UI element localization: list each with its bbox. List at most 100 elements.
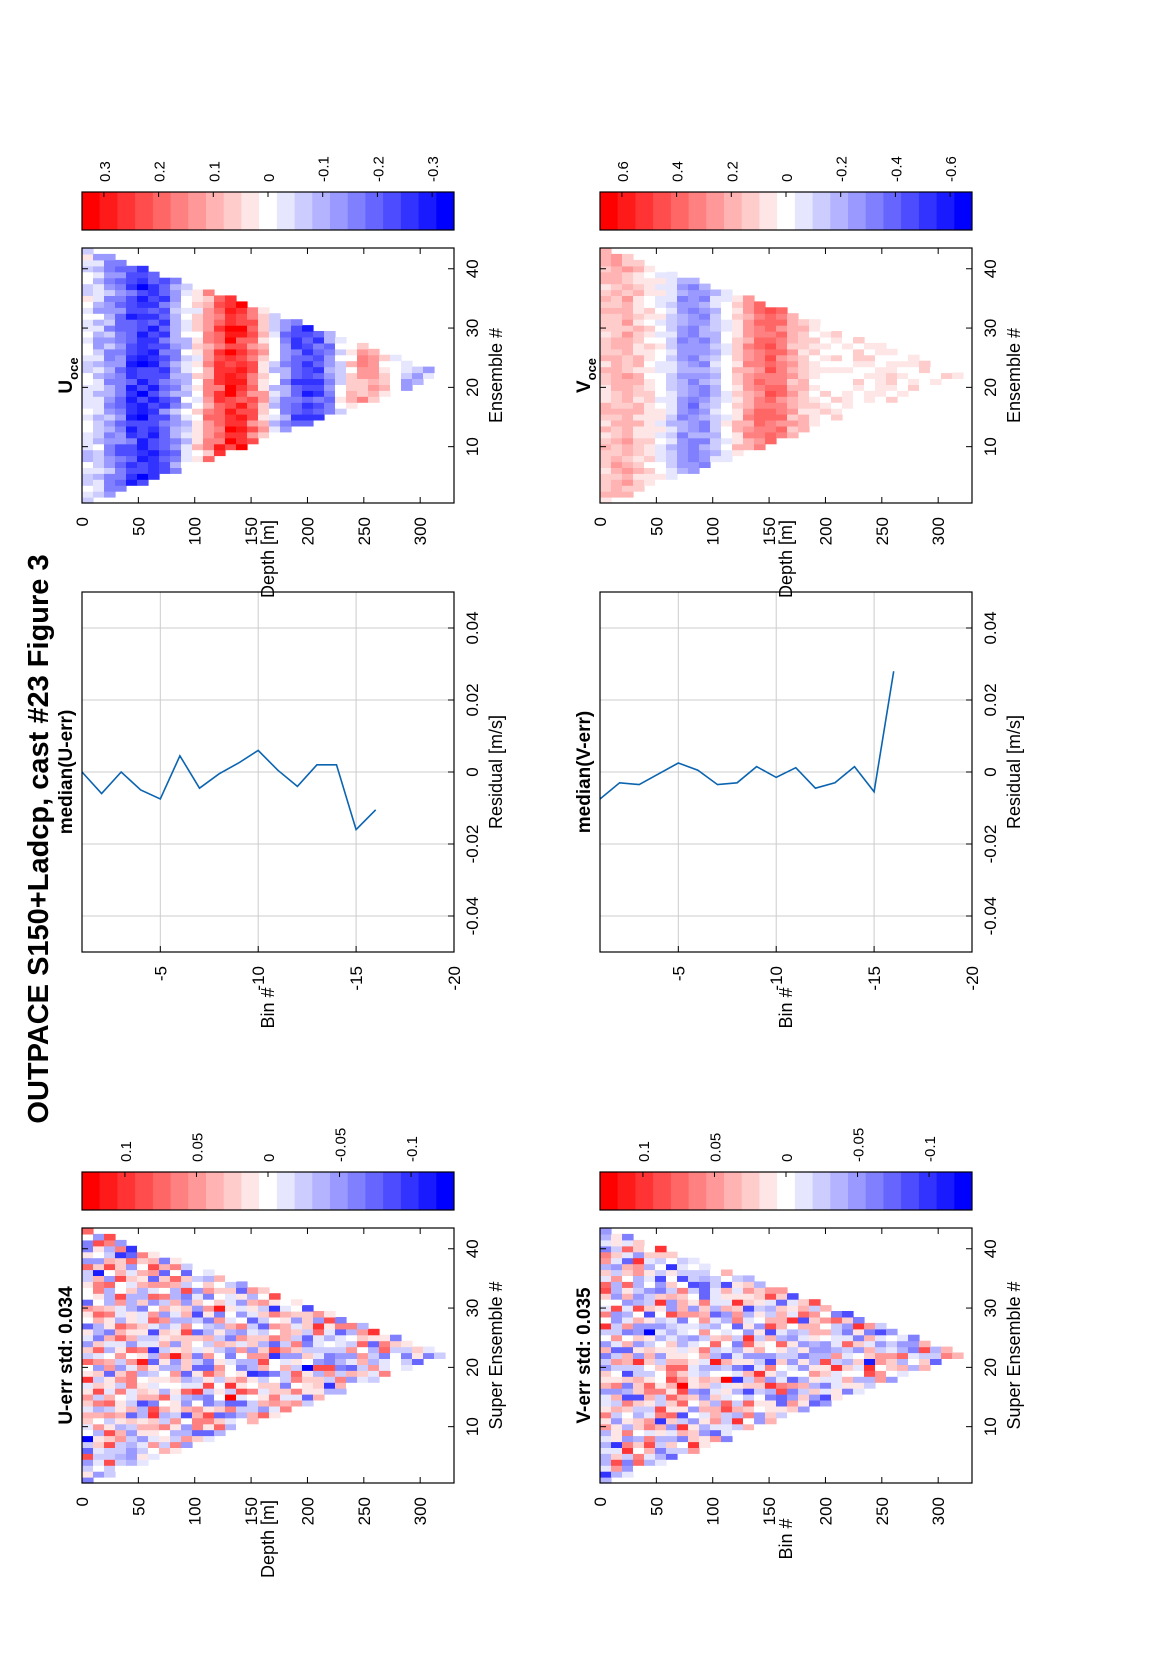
heatmap-cell xyxy=(346,396,358,403)
heatmap-cell xyxy=(743,1394,755,1401)
heatmap-cell xyxy=(291,354,303,362)
heatmap-cell xyxy=(754,348,766,356)
colorbar: 0.1 0.05 0 -0.05 -0.1 xyxy=(599,1128,973,1211)
heatmap-cell xyxy=(743,295,755,302)
heatmap-cell xyxy=(126,455,138,463)
heatmap-cell xyxy=(941,366,953,374)
heatmap-cell xyxy=(655,1245,667,1253)
heatmap-cell xyxy=(93,1239,105,1247)
heatmap-cell xyxy=(820,1400,832,1407)
heatmap-cell xyxy=(655,449,667,457)
heatmap-cell xyxy=(324,1322,336,1330)
heatmap-cell xyxy=(721,1293,733,1300)
heatmap-cell xyxy=(644,313,656,320)
heatmap-cell xyxy=(82,1352,94,1359)
heatmap-cell xyxy=(622,1453,634,1460)
heatmap-cell xyxy=(280,1364,292,1371)
heatmap-cell xyxy=(699,1388,711,1395)
heatmap-cell xyxy=(732,1311,744,1318)
heatmap-cell xyxy=(137,1305,149,1312)
heatmap-cell xyxy=(170,1417,182,1425)
heatmap-cell xyxy=(280,1334,292,1342)
heatmap-cell xyxy=(269,1370,281,1377)
heatmap-cell xyxy=(611,461,623,468)
heatmap-cell xyxy=(809,1299,821,1306)
heatmap-cell xyxy=(115,390,127,397)
heatmap-cell xyxy=(666,437,678,445)
heatmap-cell xyxy=(677,1411,689,1419)
heatmap-cell xyxy=(655,1453,667,1460)
y-axis-label: Depth [m] xyxy=(258,520,278,598)
heatmap-cell xyxy=(655,1459,667,1466)
heatmap-cell xyxy=(236,390,248,397)
heatmap-cell xyxy=(181,1322,193,1330)
heatmap-cell xyxy=(666,1435,678,1443)
heatmap-cell xyxy=(225,295,237,302)
y-tick-label: 250 xyxy=(873,517,892,545)
heatmap-cell xyxy=(633,1251,645,1259)
series-line xyxy=(81,749,377,832)
heatmap-cell xyxy=(655,1382,667,1389)
heatmap-cell xyxy=(721,1429,733,1437)
heatmap-cell xyxy=(688,301,700,308)
heatmap-cell xyxy=(225,360,237,368)
heatmap-cell xyxy=(137,1299,149,1306)
heatmap-cell xyxy=(666,277,678,285)
heatmap-cell xyxy=(203,1423,215,1431)
heatmap-cell xyxy=(126,1245,138,1253)
heatmap-cell xyxy=(677,360,689,368)
heatmap-cell xyxy=(765,1388,777,1395)
x-tick-label: 0.04 xyxy=(981,611,1000,644)
heatmap-cell xyxy=(203,1382,215,1389)
heatmap-cell xyxy=(357,366,369,374)
heatmap-cell xyxy=(831,1376,843,1383)
heatmap-cell xyxy=(115,378,127,385)
heatmap-cell xyxy=(622,1447,634,1454)
heatmap-cell xyxy=(699,437,711,445)
heatmap-cell xyxy=(159,348,171,356)
heatmap-cell xyxy=(247,396,259,403)
heatmap-cell xyxy=(126,301,138,308)
heatmap-cell xyxy=(258,1328,270,1336)
y-tick-label: 50 xyxy=(647,1497,666,1516)
heatmap-cell xyxy=(346,1328,358,1336)
heatmap-cell xyxy=(699,1275,711,1282)
heatmap-cell xyxy=(710,1417,722,1425)
heatmap-cell xyxy=(93,1370,105,1377)
heatmap-cell xyxy=(809,337,821,344)
heatmap-cell xyxy=(622,1317,634,1324)
heatmap-cell xyxy=(787,414,799,421)
heatmap-cell xyxy=(842,1352,854,1359)
heatmap-cell xyxy=(181,1281,193,1288)
heatmap-cell xyxy=(666,1358,678,1365)
heatmap-cell xyxy=(798,402,810,409)
heatmap-cell xyxy=(148,461,160,468)
heatmap-cell xyxy=(170,431,182,439)
heatmap-cell xyxy=(170,396,182,403)
heatmap-cell xyxy=(82,1477,94,1484)
heatmap-cell xyxy=(666,1364,678,1371)
heatmap-cell xyxy=(159,1429,171,1437)
heatmap-cell xyxy=(170,1370,182,1377)
heatmap-cell xyxy=(600,360,612,368)
heatmap-cell xyxy=(170,1340,182,1348)
heatmap-cell xyxy=(104,1328,116,1336)
heatmap-cell xyxy=(115,1299,127,1306)
heatmap-cell xyxy=(743,378,755,385)
heatmap-cell xyxy=(390,372,402,379)
heatmap-cell xyxy=(710,1364,722,1371)
heatmap-cell xyxy=(159,431,171,439)
heatmap-cell xyxy=(324,1311,336,1318)
heatmap-cell xyxy=(633,378,645,385)
heatmap-cell xyxy=(677,1269,689,1276)
heatmap-cell xyxy=(280,1388,292,1395)
heatmap-cell xyxy=(655,1322,667,1330)
heatmap-cell xyxy=(214,313,226,320)
heatmap-cell xyxy=(655,342,667,350)
heatmap-cell xyxy=(269,313,281,320)
heatmap-cell xyxy=(148,420,160,427)
heatmap-cell xyxy=(159,1352,171,1359)
heatmap-cell xyxy=(93,1340,105,1348)
heatmap-cell xyxy=(688,1405,700,1413)
